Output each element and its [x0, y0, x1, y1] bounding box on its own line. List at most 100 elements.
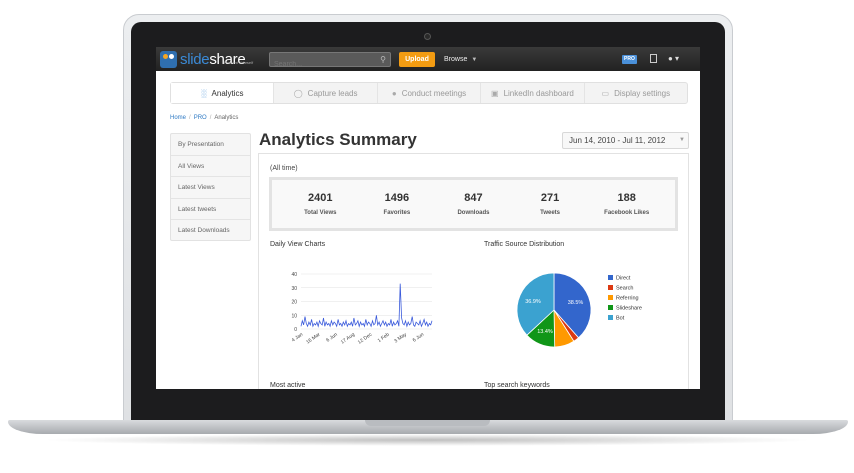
search-box: ⚲ — [269, 52, 391, 71]
stat-value: 2401 — [308, 192, 333, 204]
tab-analytics[interactable]: ░ Analytics — [171, 83, 275, 103]
tab-label: LinkedIn dashboard — [503, 88, 574, 98]
legend-label: Referring — [616, 296, 639, 302]
pie-slice-direct — [553, 272, 592, 339]
x-tick-label: 17 Aug — [340, 332, 356, 346]
legend-swatch — [608, 305, 613, 310]
y-tick-label: 10 — [291, 313, 297, 319]
sidebar-item-latest-downloads[interactable]: Latest Downloads — [178, 227, 230, 234]
laptop-base — [8, 420, 848, 434]
stat-tweets: 271 Tweets — [512, 192, 589, 216]
sidebar-item-by-presentation[interactable]: By Presentation — [171, 134, 250, 156]
chat-bubble-icon: ● — [391, 88, 397, 98]
x-tick-label: 1 Feb — [377, 332, 391, 344]
stat-facebook-likes: 188 Facebook Likes — [588, 192, 665, 216]
x-tick-label: 3 May — [393, 331, 408, 344]
stat-value: 271 — [540, 192, 560, 204]
stat-downloads: 847 Downloads — [435, 192, 512, 216]
date-range-select[interactable]: Jun 14, 2010 - Jul 11, 2012 ▼ — [562, 132, 689, 149]
summary-panel: (All time) 2401 Total Views 1496 Favorites… — [258, 153, 689, 389]
stat-value: 847 — [464, 192, 483, 204]
y-tick-label: 20 — [291, 300, 297, 306]
sidebar-item-all-views[interactable]: All Views — [171, 156, 250, 177]
legend-label: Bot — [616, 316, 625, 322]
chevron-down-icon: ▼ — [679, 137, 685, 143]
x-tick-label: 12 Dec — [357, 331, 374, 345]
date-range-value: Jun 14, 2010 - Jul 11, 2012 — [569, 136, 666, 145]
stat-label: Favorites — [383, 210, 411, 216]
stat-value: 188 — [617, 192, 636, 204]
legend-swatch — [608, 285, 613, 290]
traffic-source-pie-chart: 38.5% 13.4% 36.9% Direct Search Referring Slid… — [516, 272, 642, 348]
stat-label: Downloads — [457, 210, 490, 216]
notes-icon[interactable] — [650, 54, 657, 63]
browse-menu[interactable]: Browse ▼ — [444, 52, 477, 67]
tab-label: Capture leads — [307, 88, 358, 98]
traffic-chart-title: Traffic Source Distribution — [484, 241, 565, 248]
x-tick-label: 4 Jan — [291, 332, 305, 344]
slideshare-logo[interactable]: slideshare — [160, 50, 246, 68]
breadcrumb-separator: / — [209, 115, 212, 121]
analytics-sidebar: By Presentation All Views Latest Views L… — [170, 133, 251, 241]
breadcrumb-home[interactable]: Home — [170, 115, 187, 121]
breadcrumb-current: Analytics — [214, 115, 239, 121]
breadcrumb-pro[interactable]: PRO — [193, 115, 207, 121]
slideshare-logo-icon — [160, 50, 177, 68]
breadcrumb: Home / PRO / Analytics — [170, 115, 238, 121]
legend-label: Slideshare — [616, 306, 642, 312]
pro-badge[interactable]: PRO — [622, 55, 637, 64]
sidebar-item-latest-tweets[interactable]: Latest tweets — [171, 199, 250, 220]
user-menu-icon[interactable]: ● ▾ — [668, 54, 680, 63]
legend-swatch — [608, 315, 613, 320]
laptop-shadow — [40, 434, 815, 446]
tab-conduct-meetings[interactable]: ● Conduct meetings — [378, 83, 482, 103]
sidebar-item-latest-views[interactable]: Latest Views — [171, 177, 250, 199]
tab-linkedin-dashboard[interactable]: ▣ LinkedIn dashboard — [481, 83, 585, 103]
linkedin-icon: ▣ — [491, 88, 499, 98]
stats-bar: 2401 Total Views 1496 Favorites 847 Downloa… — [269, 177, 678, 231]
stat-favorites: 1496 Favorites — [359, 192, 436, 216]
daily-chart-title: Daily View Charts — [270, 241, 326, 248]
y-tick-label: 30 — [291, 286, 297, 292]
x-tick-label: 6 Jun — [412, 332, 426, 344]
screen: slideshare Present Yourself ⚲ Upload Bro… — [156, 47, 700, 389]
pie-data-label: 36.9% — [525, 299, 541, 305]
logo-tagline: Present Yourself — [224, 60, 254, 65]
search-icon[interactable]: ⚲ — [380, 55, 386, 64]
search-input[interactable] — [270, 58, 370, 71]
tab-capture-leads[interactable]: ◯ Capture leads — [274, 83, 378, 103]
top-nav-bar: slideshare Present Yourself ⚲ Upload Bro… — [156, 47, 700, 71]
pro-tabs: ░ Analytics ◯ Capture leads ● Conduct meeti… — [170, 82, 688, 104]
monitor-icon: ▭ — [601, 88, 610, 98]
chevron-down-icon: ▼ — [471, 57, 478, 63]
camera-icon — [424, 33, 431, 40]
tab-label: Display settings — [614, 88, 671, 98]
legend-label: Search — [616, 286, 633, 292]
y-tick-label: 40 — [291, 272, 297, 278]
stat-label: Total Views — [304, 210, 337, 216]
x-tick-label: 6 Jun — [325, 332, 339, 344]
tab-label: Conduct meetings — [401, 88, 467, 98]
bar-chart-icon: ░ — [200, 88, 207, 98]
pie-data-label: 38.5% — [568, 300, 584, 306]
legend-swatch — [608, 275, 613, 280]
browse-label: Browse — [444, 56, 468, 63]
y-tick-label: 0 — [294, 327, 297, 333]
stat-total-views: 2401 Total Views — [282, 192, 359, 216]
x-tick-label: 16 Mar — [305, 332, 321, 346]
target-icon: ◯ — [293, 88, 303, 98]
upload-button[interactable]: Upload — [399, 52, 435, 67]
legend-label: Direct — [616, 276, 631, 282]
tab-display-settings[interactable]: ▭ Display settings — [585, 83, 687, 103]
period-label: (All time) — [270, 165, 298, 172]
stat-value: 1496 — [384, 192, 410, 204]
logo-text: slideshare — [180, 50, 246, 68]
legend-swatch — [608, 295, 613, 300]
breadcrumb-separator: / — [189, 115, 191, 121]
top-keywords-heading: Top search keywords — [484, 382, 550, 389]
series-line-daily-views — [300, 283, 433, 328]
pie-data-label: 13.4% — [537, 329, 553, 335]
laptop-notch — [365, 420, 490, 426]
pie-slice-bot — [516, 272, 555, 336]
